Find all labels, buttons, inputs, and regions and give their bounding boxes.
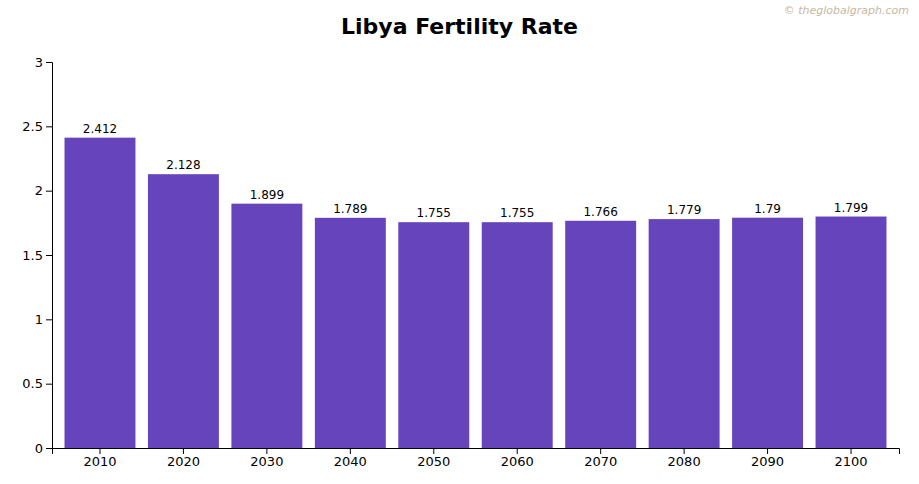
x-tick-mark	[517, 448, 518, 454]
y-tick: 3	[35, 55, 52, 70]
data-label: 1.789	[333, 202, 367, 216]
x-tick-label: 2040	[334, 454, 367, 469]
data-label: 1.779	[667, 203, 701, 217]
y-tick: 0	[35, 441, 52, 456]
data-labels: 2.412 2.128 1.899 1.789 1.755 1.755 1.766 1.779…	[83, 122, 868, 221]
chart: Libya Fertility Rate © theglobalgraph.com…	[0, 0, 919, 484]
x-tick-label: 2020	[167, 454, 200, 469]
x-tick-mark	[99, 448, 100, 454]
y-tick: 2	[35, 183, 52, 198]
data-label: 2.412	[83, 122, 117, 136]
y-tick: 1	[35, 312, 52, 327]
x-axis: 2010 2020 2030 2040 2050 2060 2070 2080 2090 2100	[53, 448, 900, 469]
x-tick-mark	[183, 448, 184, 454]
x-tick-label: 2030	[250, 454, 283, 469]
data-label: 2.128	[166, 158, 200, 172]
y-tick-mark	[46, 384, 52, 385]
x-tick-mark	[350, 448, 351, 454]
x-tick-label: 2100	[834, 454, 867, 469]
bars	[65, 138, 887, 448]
bar	[148, 174, 219, 448]
x-tick: 2040	[334, 448, 367, 469]
y-tick-label: 2	[35, 183, 43, 198]
y-tick-label: 0.5	[22, 376, 43, 391]
y-axis: 0 0.5 1 1.5 2 2.5 3	[22, 55, 52, 456]
x-axis-line	[53, 449, 900, 455]
data-label: 1.755	[500, 206, 534, 220]
x-tick-mark	[851, 448, 852, 454]
y-tick-label: 1	[35, 312, 43, 327]
x-tick-mark	[684, 448, 685, 454]
x-tick: 2060	[501, 448, 534, 469]
annotation: © theglobalgraph.com	[784, 4, 909, 17]
x-tick: 2090	[751, 448, 784, 469]
x-tick: 2030	[250, 448, 283, 469]
data-label: 1.755	[417, 206, 451, 220]
bar	[482, 222, 553, 448]
y-tick: 2.5	[22, 119, 52, 134]
x-tick: 2100	[834, 448, 867, 469]
y-tick-label: 1.5	[22, 248, 43, 263]
y-tick-mark	[46, 62, 52, 63]
bar	[649, 219, 720, 448]
bar	[732, 218, 803, 448]
y-tick: 0.5	[22, 376, 52, 391]
data-label: 1.899	[250, 188, 284, 202]
y-tick-mark	[46, 319, 52, 320]
y-tick-mark	[46, 255, 52, 256]
x-tick: 2080	[668, 448, 701, 469]
y-tick-mark	[46, 191, 52, 192]
bar	[565, 221, 636, 448]
data-label: 1.766	[583, 205, 617, 219]
y-axis-line	[46, 63, 53, 449]
x-tick: 2020	[167, 448, 200, 469]
x-tick-mark	[600, 448, 601, 454]
title: Libya Fertility Rate	[341, 14, 578, 39]
x-tick: 2010	[83, 448, 116, 469]
bar	[816, 217, 887, 448]
x-tick-label: 2090	[751, 454, 784, 469]
plot: 2.412 2.128 1.899 1.789 1.755 1.755 1.766 1.779…	[22, 55, 899, 470]
bar	[398, 222, 469, 448]
bar	[231, 204, 302, 448]
y-tick-label: 2.5	[22, 119, 43, 134]
y-tick-label: 3	[35, 55, 43, 70]
y-tick-mark	[46, 448, 52, 449]
x-tick-label: 2070	[584, 454, 617, 469]
data-label: 1.799	[834, 201, 868, 215]
x-tick-label: 2050	[417, 454, 450, 469]
y-tick-label: 0	[35, 441, 43, 456]
y-tick-mark	[46, 126, 52, 127]
x-tick: 2050	[417, 448, 450, 469]
x-tick-label: 2010	[83, 454, 116, 469]
x-tick-mark	[433, 448, 434, 454]
x-tick-mark	[767, 448, 768, 454]
x-tick-label: 2080	[668, 454, 701, 469]
y-tick: 1.5	[22, 248, 52, 263]
x-tick-label: 2060	[501, 454, 534, 469]
x-tick-mark	[266, 448, 267, 454]
x-tick: 2070	[584, 448, 617, 469]
data-label: 1.79	[754, 202, 781, 216]
bar	[65, 138, 136, 448]
bar	[315, 218, 386, 448]
